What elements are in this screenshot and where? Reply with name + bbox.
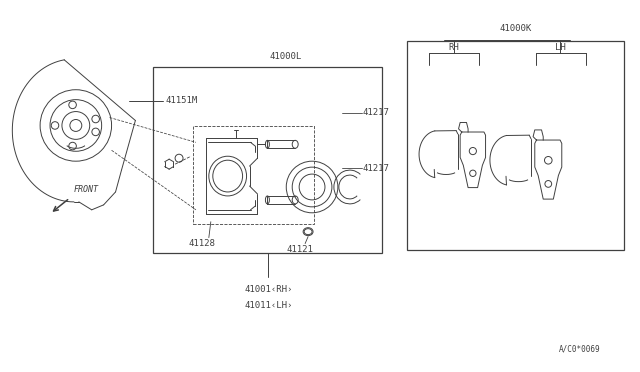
Bar [193, 126, 314, 224]
Text: LH: LH [555, 42, 566, 52]
Text: 41217: 41217 [363, 108, 390, 117]
Text: 41000K: 41000K [499, 24, 532, 33]
Text: FRONT: FRONT [74, 185, 99, 194]
Bar [153, 67, 381, 253]
Text: 41000L: 41000L [269, 52, 302, 61]
Text: RH: RH [449, 42, 460, 52]
Text: 41217: 41217 [363, 164, 390, 173]
Text: 41011‹LH›: 41011‹LH› [244, 301, 292, 310]
Text: 41121: 41121 [287, 245, 314, 254]
Text: 41001‹RH›: 41001‹RH› [244, 285, 292, 294]
Text: A/C0*0069: A/C0*0069 [559, 344, 601, 353]
Text: 41128: 41128 [189, 239, 216, 248]
Bar [407, 41, 624, 250]
Text: 41151M: 41151M [165, 96, 197, 105]
